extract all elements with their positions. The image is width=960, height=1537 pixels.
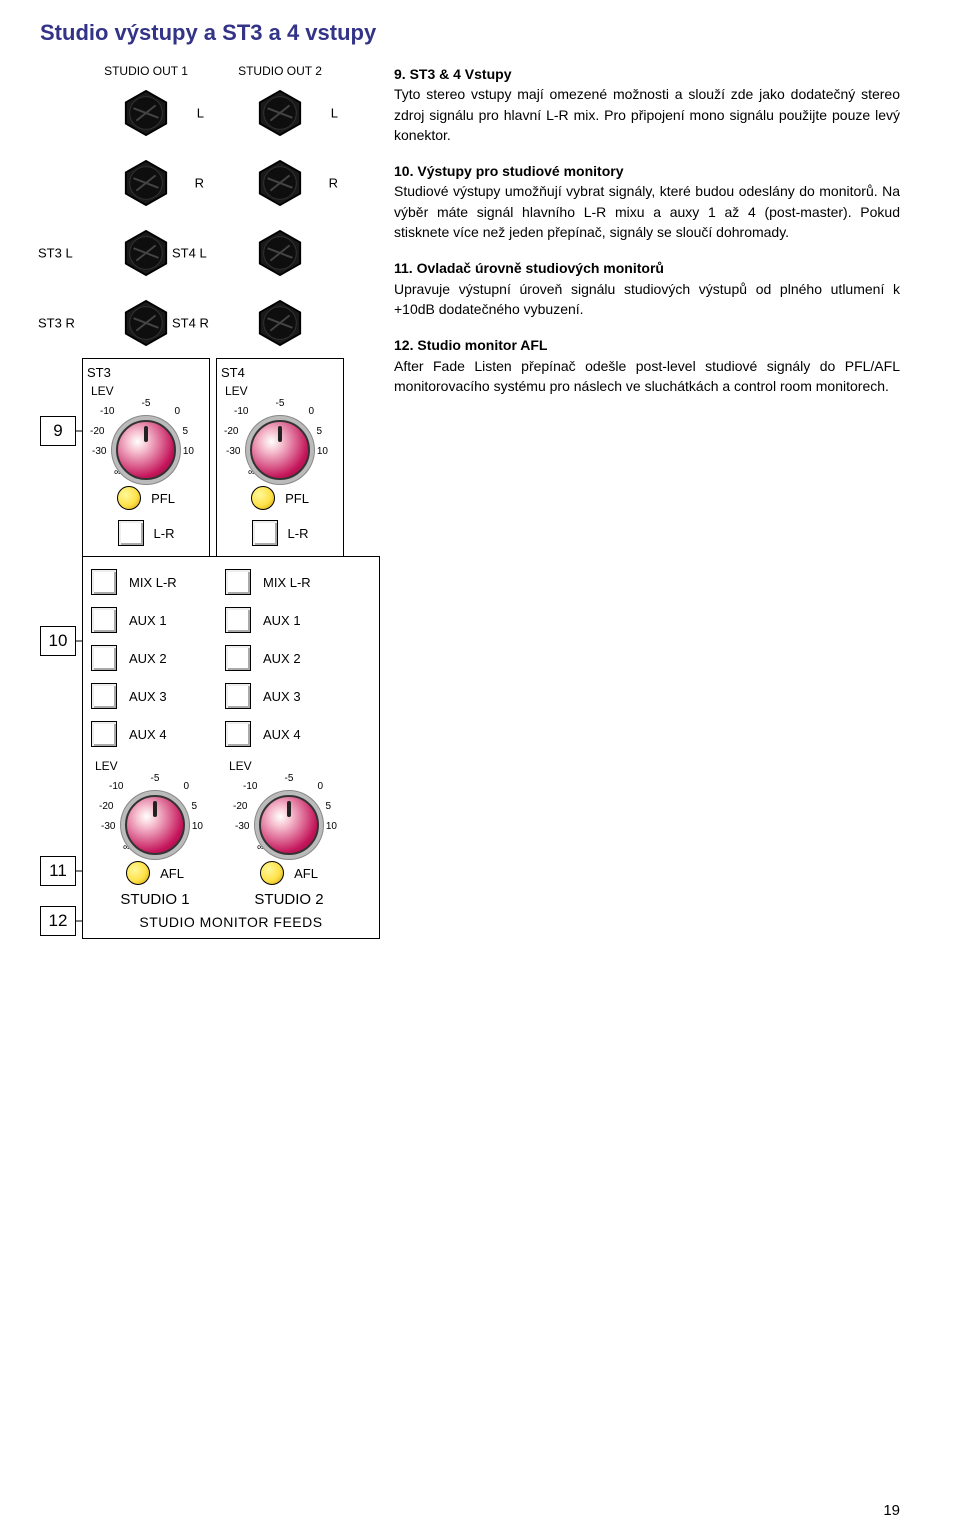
jack-label: ST3 R <box>38 316 75 331</box>
pfl-label: PFL <box>151 491 175 506</box>
jack-out1-r <box>122 159 170 207</box>
header-out2: STUDIO OUT 2 <box>216 64 344 78</box>
st3-lr-button[interactable] <box>118 520 144 546</box>
studio2-aux1-button[interactable] <box>225 607 251 633</box>
studio2-level-knob[interactable] <box>259 795 319 855</box>
studio1-afl-button[interactable] <box>126 861 150 885</box>
callout-12: 12 <box>40 906 76 936</box>
src-label: AUX 1 <box>129 613 167 628</box>
lev-label: LEV <box>91 384 114 398</box>
src-label: AUX 3 <box>129 689 167 704</box>
src-label: AUX 3 <box>263 689 301 704</box>
st4-pfl-button[interactable] <box>251 486 275 510</box>
paragraph: 10. Výstupy pro studiové monitory Studio… <box>394 161 900 242</box>
studio1-aux2-button[interactable] <box>91 645 117 671</box>
para-head: 9. ST3 & 4 Vstupy <box>394 66 511 82</box>
para-body: Studiové výstupy umožňují vybrat signály… <box>394 183 900 240</box>
src-label: AUX 4 <box>129 727 167 742</box>
paragraph: 9. ST3 & 4 Vstupy Tyto stereo vstupy maj… <box>394 64 900 145</box>
lev-label: LEV <box>225 384 248 398</box>
studio1-level-knob[interactable] <box>125 795 185 855</box>
paragraph: 12. Studio monitor AFL After Fade Listen… <box>394 335 900 396</box>
src-label: AUX 1 <box>263 613 301 628</box>
st3-level-block: ST3 LEV -5 -10 0 -20 5 -30 10 ∞ <box>82 358 210 557</box>
studio1-aux4-button[interactable] <box>91 721 117 747</box>
studio2-mixlr-button[interactable] <box>225 569 251 595</box>
st3-pfl-button[interactable] <box>117 486 141 510</box>
afl-label: AFL <box>294 866 318 881</box>
st3-level-knob[interactable] <box>116 420 176 480</box>
para-head: 12. Studio monitor AFL <box>394 337 547 353</box>
src-label: AUX 2 <box>129 651 167 666</box>
st4-level-knob[interactable] <box>250 420 310 480</box>
callout-10: 10 <box>40 626 76 656</box>
jack-st4-r <box>256 299 304 347</box>
page-number: 19 <box>883 1502 900 1519</box>
jack-label: L <box>331 106 338 121</box>
studio2-label: STUDIO 2 <box>254 891 323 908</box>
jack-st3-r <box>122 299 170 347</box>
lr-label: L-R <box>154 526 175 541</box>
jack-st4-l <box>256 229 304 277</box>
jack-out1-l <box>122 89 170 137</box>
studio2-aux4-button[interactable] <box>225 721 251 747</box>
jack-label: ST4 L <box>172 246 207 261</box>
jack-label: L <box>197 106 204 121</box>
callout-11: 11 <box>40 856 76 886</box>
src-label: MIX L-R <box>129 575 177 590</box>
diagram: STUDIO OUT 1 STUDIO OUT 2 L R ST3 L ST3 … <box>40 64 380 939</box>
jack-st3-l <box>122 229 170 277</box>
studio1-aux3-button[interactable] <box>91 683 117 709</box>
para-body: After Fade Listen přepínač odešle post-l… <box>394 358 900 394</box>
jack-out2-r <box>256 159 304 207</box>
header-out1: STUDIO OUT 1 <box>82 64 210 78</box>
lev-label: LEV <box>229 759 252 773</box>
para-body: Upravuje výstupní úroveň signálu studiov… <box>394 281 900 317</box>
jack-label: ST4 R <box>172 316 209 331</box>
src-label: AUX 4 <box>263 727 301 742</box>
studio2-aux3-button[interactable] <box>225 683 251 709</box>
jack-label: R <box>195 176 204 191</box>
para-body: Tyto stereo vstupy mají omezené možnosti… <box>394 86 900 143</box>
para-head: 10. Výstupy pro studiové monitory <box>394 163 624 179</box>
feeds-footer: STUDIO MONITOR FEEDS <box>139 914 322 930</box>
studio1-aux1-button[interactable] <box>91 607 117 633</box>
afl-label: AFL <box>160 866 184 881</box>
st4-lr-button[interactable] <box>252 520 278 546</box>
lev-label: LEV <box>95 759 118 773</box>
jack-out2-l <box>256 89 304 137</box>
page-title: Studio výstupy a ST3 a 4 vstupy <box>40 20 900 46</box>
studio-monitor-feeds-box: MIX L-R AUX 1 AUX 2 AUX 3 AUX 4 MIX L-R <box>82 556 380 939</box>
studio2-afl-button[interactable] <box>260 861 284 885</box>
studio1-mixlr-button[interactable] <box>91 569 117 595</box>
lr-label: L-R <box>288 526 309 541</box>
studio2-aux2-button[interactable] <box>225 645 251 671</box>
paragraph: 11. Ovladač úrovně studiových monitorů U… <box>394 258 900 319</box>
callout-9: 9 <box>40 416 76 446</box>
jack-label: ST3 L <box>38 246 73 261</box>
jack-label: R <box>329 176 338 191</box>
knob-title: ST3 <box>87 365 111 380</box>
src-label: AUX 2 <box>263 651 301 666</box>
studio1-label: STUDIO 1 <box>120 891 189 908</box>
para-head: 11. Ovladač úrovně studiových monitorů <box>394 260 664 276</box>
st4-level-block: ST4 LEV -5 -10 0 -20 5 -30 10 ∞ <box>216 358 344 557</box>
knob-title: ST4 <box>221 365 245 380</box>
src-label: MIX L-R <box>263 575 311 590</box>
body-text: 9. ST3 & 4 Vstupy Tyto stereo vstupy maj… <box>380 64 900 412</box>
pfl-label: PFL <box>285 491 309 506</box>
